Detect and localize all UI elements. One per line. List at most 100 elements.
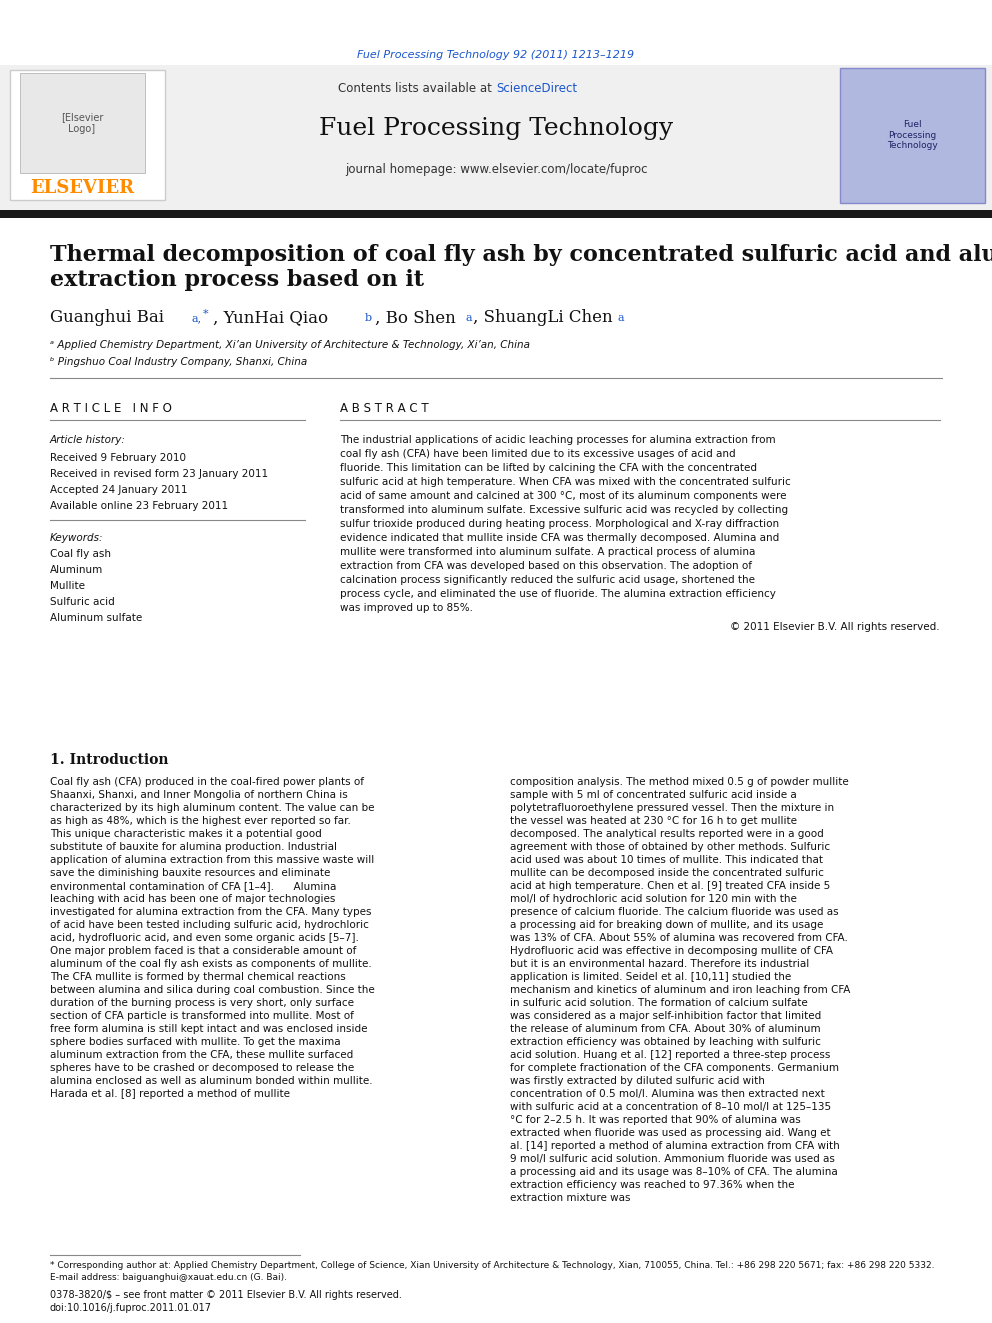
Text: *: *: [203, 310, 208, 319]
Text: [Elsevier
Logo]: [Elsevier Logo]: [61, 112, 103, 134]
Text: Keywords:: Keywords:: [50, 533, 103, 542]
Text: was 13% of CFA. About 55% of alumina was recovered from CFA.: was 13% of CFA. About 55% of alumina was…: [510, 933, 848, 943]
Text: The CFA mullite is formed by thermal chemical reactions: The CFA mullite is formed by thermal che…: [50, 972, 346, 982]
Text: was considered as a major self-inhibition factor that limited: was considered as a major self-inhibitio…: [510, 1011, 821, 1021]
Text: Received 9 February 2010: Received 9 February 2010: [50, 452, 186, 463]
Text: al. [14] reported a method of alumina extraction from CFA with: al. [14] reported a method of alumina ex…: [510, 1140, 840, 1151]
Text: extraction efficiency was reached to 97.36% when the: extraction efficiency was reached to 97.…: [510, 1180, 795, 1189]
Text: a processing aid for breaking down of mullite, and its usage: a processing aid for breaking down of mu…: [510, 919, 823, 930]
Text: A B S T R A C T: A B S T R A C T: [340, 401, 429, 414]
Text: presence of calcium fluoride. The calcium fluoride was used as: presence of calcium fluoride. The calciu…: [510, 908, 838, 917]
Text: Received in revised form 23 January 2011: Received in revised form 23 January 2011: [50, 468, 268, 479]
Text: a processing aid and its usage was 8–10% of CFA. The alumina: a processing aid and its usage was 8–10%…: [510, 1167, 838, 1177]
Text: extraction process based on it: extraction process based on it: [50, 269, 424, 291]
Text: save the diminishing bauxite resources and eliminate: save the diminishing bauxite resources a…: [50, 868, 330, 878]
Text: coal fly ash (CFA) have been limited due to its excessive usages of acid and: coal fly ash (CFA) have been limited due…: [340, 448, 736, 459]
Text: One major problem faced is that a considerable amount of: One major problem faced is that a consid…: [50, 946, 356, 957]
Text: Aluminum: Aluminum: [50, 565, 103, 576]
Text: Coal fly ash (CFA) produced in the coal-fired power plants of: Coal fly ash (CFA) produced in the coal-…: [50, 777, 364, 787]
Text: This unique characteristic makes it a potential good: This unique characteristic makes it a po…: [50, 830, 321, 839]
Text: a: a: [617, 314, 624, 323]
Text: transformed into aluminum sulfate. Excessive sulfuric acid was recycled by colle: transformed into aluminum sulfate. Exces…: [340, 505, 788, 515]
Text: Shaanxi, Shanxi, and Inner Mongolia of northern China is: Shaanxi, Shanxi, and Inner Mongolia of n…: [50, 790, 348, 800]
Text: environmental contamination of CFA [1–4].      Alumina: environmental contamination of CFA [1–4]…: [50, 881, 336, 890]
Text: sphere bodies surfaced with mullite. To get the maxima: sphere bodies surfaced with mullite. To …: [50, 1037, 340, 1046]
Text: a,: a,: [191, 314, 201, 323]
Text: acid of same amount and calcined at 300 °C, most of its aluminum components were: acid of same amount and calcined at 300 …: [340, 491, 787, 501]
FancyBboxPatch shape: [20, 73, 145, 173]
Text: in sulfuric acid solution. The formation of calcium sulfate: in sulfuric acid solution. The formation…: [510, 998, 807, 1008]
Text: with sulfuric acid at a concentration of 8–10 mol/l at 125–135: with sulfuric acid at a concentration of…: [510, 1102, 831, 1113]
Text: ᵇ Pingshuo Coal Industry Company, Shanxi, China: ᵇ Pingshuo Coal Industry Company, Shanxi…: [50, 357, 308, 366]
Text: aluminum extraction from the CFA, these mullite surfaced: aluminum extraction from the CFA, these …: [50, 1050, 353, 1060]
Text: Hydrofluoric acid was effective in decomposing mullite of CFA: Hydrofluoric acid was effective in decom…: [510, 946, 833, 957]
Text: for complete fractionation of the CFA components. Germanium: for complete fractionation of the CFA co…: [510, 1062, 839, 1073]
Text: Thermal decomposition of coal fly ash by concentrated sulfuric acid and alumina: Thermal decomposition of coal fly ash by…: [50, 243, 992, 266]
Text: ᵃ Applied Chemistry Department, Xi’an University of Architecture & Technology, X: ᵃ Applied Chemistry Department, Xi’an Un…: [50, 340, 530, 351]
Text: Aluminum sulfate: Aluminum sulfate: [50, 613, 142, 623]
Text: but it is an environmental hazard. Therefore its industrial: but it is an environmental hazard. There…: [510, 959, 809, 968]
Text: sulfuric acid at high temperature. When CFA was mixed with the concentrated sulf: sulfuric acid at high temperature. When …: [340, 478, 791, 487]
FancyBboxPatch shape: [0, 210, 992, 218]
Text: , ShuangLi Chen: , ShuangLi Chen: [473, 310, 618, 327]
Text: Article history:: Article history:: [50, 435, 126, 445]
Text: acid at high temperature. Chen et al. [9] treated CFA inside 5: acid at high temperature. Chen et al. [9…: [510, 881, 830, 890]
Text: decomposed. The analytical results reported were in a good: decomposed. The analytical results repor…: [510, 830, 823, 839]
Text: mullite were transformed into aluminum sulfate. A practical process of alumina: mullite were transformed into aluminum s…: [340, 546, 755, 557]
Text: E-mail address: baiguanghui@xauat.edu.cn (G. Bai).: E-mail address: baiguanghui@xauat.edu.cn…: [50, 1273, 287, 1282]
Text: calcination process significantly reduced the sulfuric acid usage, shortened the: calcination process significantly reduce…: [340, 576, 755, 585]
Text: acid used was about 10 times of mullite. This indicated that: acid used was about 10 times of mullite.…: [510, 855, 823, 865]
Text: ScienceDirect: ScienceDirect: [496, 82, 577, 94]
Text: duration of the burning process is very short, only surface: duration of the burning process is very …: [50, 998, 354, 1008]
Text: Guanghui Bai: Guanghui Bai: [50, 310, 170, 327]
Text: mullite can be decomposed inside the concentrated sulfuric: mullite can be decomposed inside the con…: [510, 868, 824, 878]
Text: of acid have been tested including sulfuric acid, hydrochloric: of acid have been tested including sulfu…: [50, 919, 369, 930]
Text: characterized by its high aluminum content. The value can be: characterized by its high aluminum conte…: [50, 803, 375, 814]
Text: application is limited. Seidel et al. [10,11] studied the: application is limited. Seidel et al. [1…: [510, 972, 792, 982]
Text: °C for 2–2.5 h. It was reported that 90% of alumina was: °C for 2–2.5 h. It was reported that 90%…: [510, 1115, 801, 1125]
Text: the vessel was heated at 230 °C for 16 h to get mullite: the vessel was heated at 230 °C for 16 h…: [510, 816, 797, 826]
Text: extraction mixture was: extraction mixture was: [510, 1193, 631, 1203]
Text: 1. Introduction: 1. Introduction: [50, 753, 169, 767]
Text: leaching with acid has been one of major technologies: leaching with acid has been one of major…: [50, 894, 335, 904]
Text: Available online 23 February 2011: Available online 23 February 2011: [50, 501, 228, 511]
Text: spheres have to be crashed or decomposed to release the: spheres have to be crashed or decomposed…: [50, 1062, 354, 1073]
FancyBboxPatch shape: [840, 67, 985, 202]
Text: acid solution. Huang et al. [12] reported a three-step process: acid solution. Huang et al. [12] reporte…: [510, 1050, 830, 1060]
Text: evidence indicated that mullite inside CFA was thermally decomposed. Alumina and: evidence indicated that mullite inside C…: [340, 533, 780, 542]
Text: fluoride. This limitation can be lifted by calcining the CFA with the concentrat: fluoride. This limitation can be lifted …: [340, 463, 757, 474]
Text: 0378-3820/$ – see front matter © 2011 Elsevier B.V. All rights reserved.: 0378-3820/$ – see front matter © 2011 El…: [50, 1290, 402, 1301]
Text: Fuel Processing Technology 92 (2011) 1213–1219: Fuel Processing Technology 92 (2011) 121…: [357, 50, 635, 60]
Text: Contents lists available at: Contents lists available at: [338, 82, 496, 94]
Text: between alumina and silica during coal combustion. Since the: between alumina and silica during coal c…: [50, 986, 375, 995]
Text: Harada et al. [8] reported a method of mullite: Harada et al. [8] reported a method of m…: [50, 1089, 290, 1099]
Text: 9 mol/l sulfuric acid solution. Ammonium fluoride was used as: 9 mol/l sulfuric acid solution. Ammonium…: [510, 1154, 835, 1164]
Text: mechanism and kinetics of aluminum and iron leaching from CFA: mechanism and kinetics of aluminum and i…: [510, 986, 850, 995]
Text: concentration of 0.5 mol/l. Alumina was then extracted next: concentration of 0.5 mol/l. Alumina was …: [510, 1089, 824, 1099]
Text: Sulfuric acid: Sulfuric acid: [50, 597, 115, 607]
FancyBboxPatch shape: [0, 65, 992, 210]
Text: Fuel
Processing
Technology: Fuel Processing Technology: [887, 120, 937, 149]
Text: was firstly extracted by diluted sulfuric acid with: was firstly extracted by diluted sulfuri…: [510, 1076, 765, 1086]
Text: a: a: [465, 314, 471, 323]
Text: The industrial applications of acidic leaching processes for alumina extraction : The industrial applications of acidic le…: [340, 435, 776, 445]
Text: Accepted 24 January 2011: Accepted 24 January 2011: [50, 486, 187, 495]
Text: was improved up to 85%.: was improved up to 85%.: [340, 603, 473, 613]
Text: Mullite: Mullite: [50, 581, 85, 591]
Text: ELSEVIER: ELSEVIER: [30, 179, 134, 197]
Text: alumina enclosed as well as aluminum bonded within mullite.: alumina enclosed as well as aluminum bon…: [50, 1076, 373, 1086]
Text: mol/l of hydrochloric acid solution for 120 min with the: mol/l of hydrochloric acid solution for …: [510, 894, 797, 904]
Text: as high as 48%, which is the highest ever reported so far.: as high as 48%, which is the highest eve…: [50, 816, 351, 826]
Text: polytetrafluoroethylene pressured vessel. Then the mixture in: polytetrafluoroethylene pressured vessel…: [510, 803, 834, 814]
Text: section of CFA particle is transformed into mullite. Most of: section of CFA particle is transformed i…: [50, 1011, 354, 1021]
Text: the release of aluminum from CFA. About 30% of aluminum: the release of aluminum from CFA. About …: [510, 1024, 820, 1035]
Text: aluminum of the coal fly ash exists as components of mullite.: aluminum of the coal fly ash exists as c…: [50, 959, 372, 968]
Text: agreement with those of obtained by other methods. Sulfuric: agreement with those of obtained by othe…: [510, 841, 830, 852]
Text: , YunHai Qiao: , YunHai Qiao: [213, 310, 333, 327]
Text: Fuel Processing Technology: Fuel Processing Technology: [319, 116, 673, 139]
Text: extraction efficiency was obtained by leaching with sulfuric: extraction efficiency was obtained by le…: [510, 1037, 820, 1046]
Text: free form alumina is still kept intact and was enclosed inside: free form alumina is still kept intact a…: [50, 1024, 367, 1035]
Text: extracted when fluoride was used as processing aid. Wang et: extracted when fluoride was used as proc…: [510, 1129, 830, 1138]
Text: composition analysis. The method mixed 0.5 g of powder mullite: composition analysis. The method mixed 0…: [510, 777, 849, 787]
Text: A R T I C L E   I N F O: A R T I C L E I N F O: [50, 401, 172, 414]
